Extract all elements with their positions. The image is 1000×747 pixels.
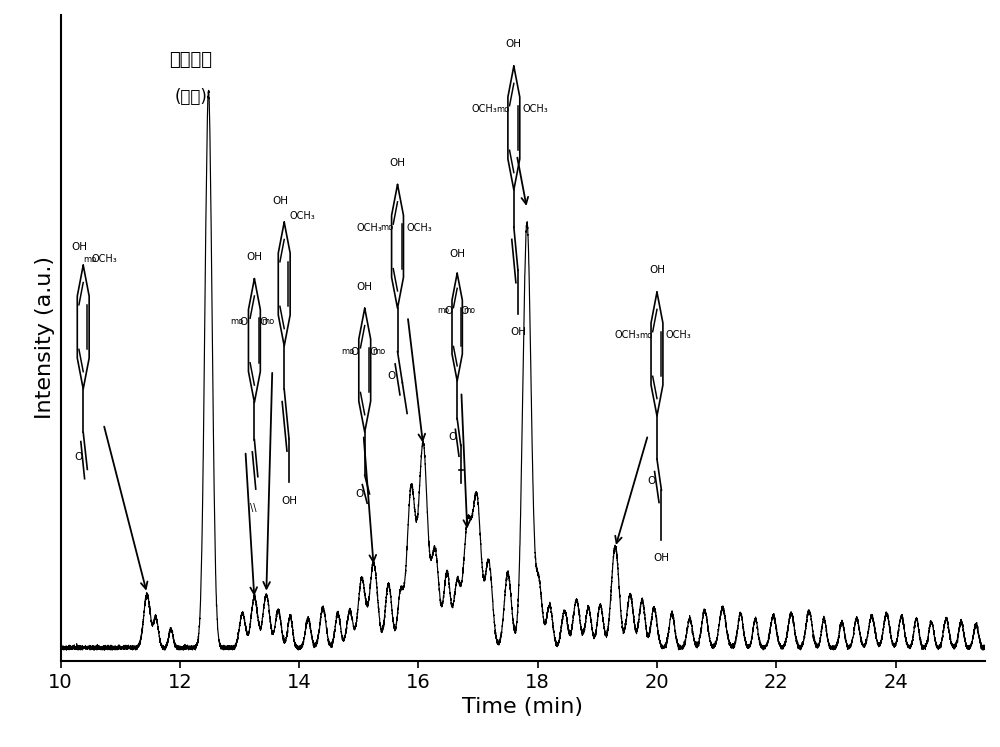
Text: OH: OH [649, 265, 665, 276]
Text: mо: mо [497, 105, 510, 114]
Text: OH: OH [510, 327, 526, 337]
Text: O: O [461, 306, 469, 316]
X-axis label: Time (min): Time (min) [462, 697, 583, 717]
Text: OCH₃: OCH₃ [523, 105, 548, 114]
Text: O: O [259, 317, 267, 327]
Text: OCH₃: OCH₃ [666, 330, 692, 341]
Text: mо: mо [83, 255, 97, 264]
Text: mо: mо [463, 306, 475, 315]
Text: OH: OH [390, 158, 406, 168]
Text: OCH₃: OCH₃ [472, 105, 497, 114]
Text: OH: OH [653, 554, 669, 563]
Text: O: O [370, 347, 378, 356]
Text: OH: OH [246, 252, 262, 262]
Text: \\: \\ [250, 503, 257, 512]
Text: O: O [240, 317, 248, 327]
Text: mо: mо [640, 331, 653, 340]
Text: OCH₃: OCH₃ [290, 211, 315, 221]
Text: OH: OH [449, 249, 465, 259]
Text: O: O [448, 433, 456, 442]
Text: (内标): (内标) [174, 88, 207, 107]
Text: mо: mо [372, 347, 385, 356]
Text: OH: OH [506, 40, 522, 49]
Text: OH: OH [281, 495, 297, 506]
Text: mо: mо [231, 317, 244, 326]
Text: O: O [388, 371, 396, 381]
Text: O: O [647, 476, 655, 486]
Text: O: O [350, 347, 358, 356]
Text: O: O [355, 489, 363, 499]
Text: mо: mо [261, 317, 275, 326]
Text: 正十五烷: 正十五烷 [169, 51, 212, 69]
Text: OCH₃: OCH₃ [356, 223, 382, 233]
Text: OH: OH [272, 196, 288, 205]
Text: OH: OH [71, 241, 87, 252]
Text: OCH₃: OCH₃ [92, 254, 118, 264]
Text: O: O [74, 452, 83, 462]
Text: mо: mо [437, 306, 449, 315]
Y-axis label: Intensity (a.u.): Intensity (a.u.) [35, 256, 55, 419]
Text: OCH₃: OCH₃ [406, 223, 432, 233]
Text: mо: mо [341, 347, 354, 356]
Text: OH: OH [357, 282, 373, 291]
Text: O: O [444, 306, 452, 316]
Text: mо: mо [380, 223, 394, 232]
Text: OCH₃: OCH₃ [615, 330, 641, 341]
